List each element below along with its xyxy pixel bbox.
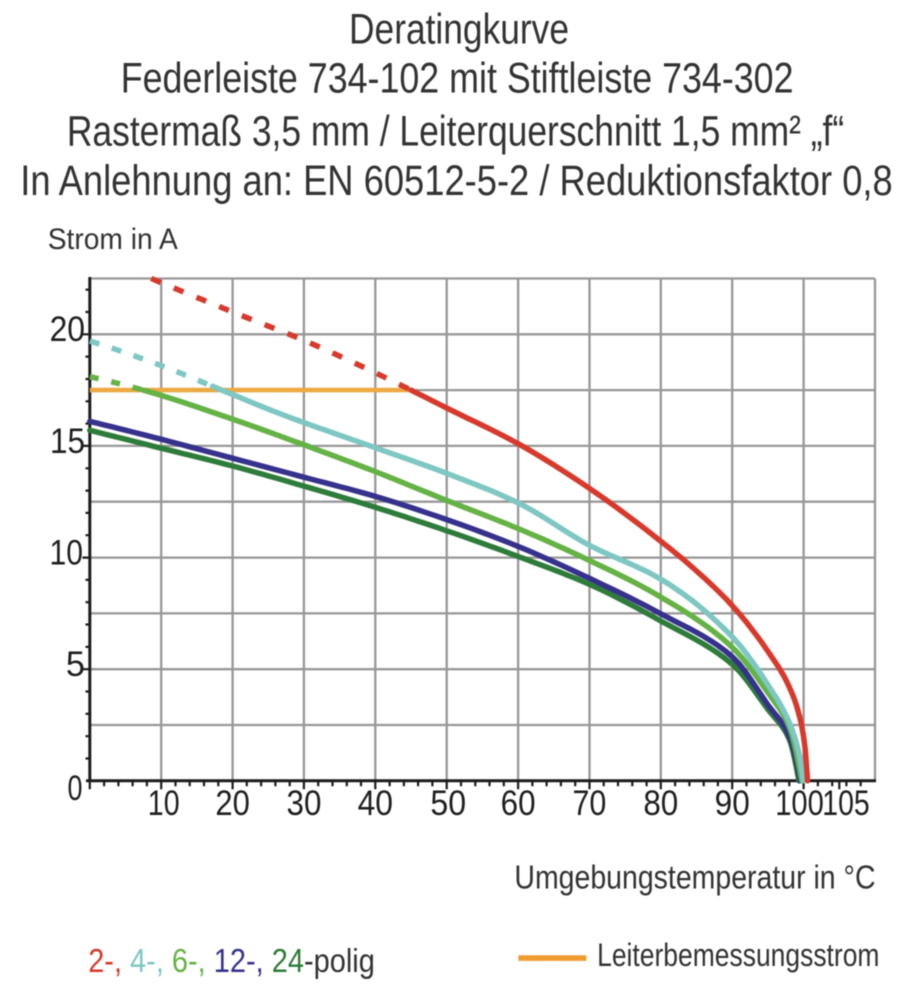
svg-text:40: 40 xyxy=(358,785,393,824)
svg-text:Strom in A: Strom in A xyxy=(48,223,179,256)
svg-text:50: 50 xyxy=(430,785,466,824)
svg-text:15: 15 xyxy=(50,423,85,462)
svg-text:20: 20 xyxy=(215,784,249,823)
svg-text:Umgebungstemperatur in °C: Umgebungstemperatur in °C xyxy=(514,859,875,896)
svg-text:Federleiste 734-102 mit Stiftl: Federleiste 734-102 mit Stiftleiste 734-… xyxy=(121,55,794,103)
svg-text:In Anlehnung an: EN 60512-5-2: In Anlehnung an: EN 60512-5-2 / Reduktio… xyxy=(20,157,892,205)
svg-text:30: 30 xyxy=(287,784,322,823)
svg-text:80: 80 xyxy=(643,784,678,823)
svg-text:5: 5 xyxy=(66,646,85,684)
svg-text:105: 105 xyxy=(822,783,869,823)
svg-text:90: 90 xyxy=(715,785,750,824)
svg-text:70: 70 xyxy=(572,783,606,822)
svg-text:2-, 4-, 6-, 12-, 24-polig: 2-, 4-, 6-, 12-, 24-polig xyxy=(88,942,375,979)
svg-text:20: 20 xyxy=(50,311,85,350)
svg-text:Rastermaß 3,5 mm / Leiterquers: Rastermaß 3,5 mm / Leiterquerschnitt 1,5… xyxy=(67,107,844,155)
svg-text:Leiterbemessungsstrom: Leiterbemessungsstrom xyxy=(597,938,879,974)
svg-text:100: 100 xyxy=(775,783,824,822)
svg-text:Deratingkurve: Deratingkurve xyxy=(349,5,569,53)
svg-text:0: 0 xyxy=(68,769,83,808)
svg-text:10: 10 xyxy=(50,533,83,573)
svg-text:60: 60 xyxy=(501,784,536,823)
svg-text:10: 10 xyxy=(148,783,180,822)
